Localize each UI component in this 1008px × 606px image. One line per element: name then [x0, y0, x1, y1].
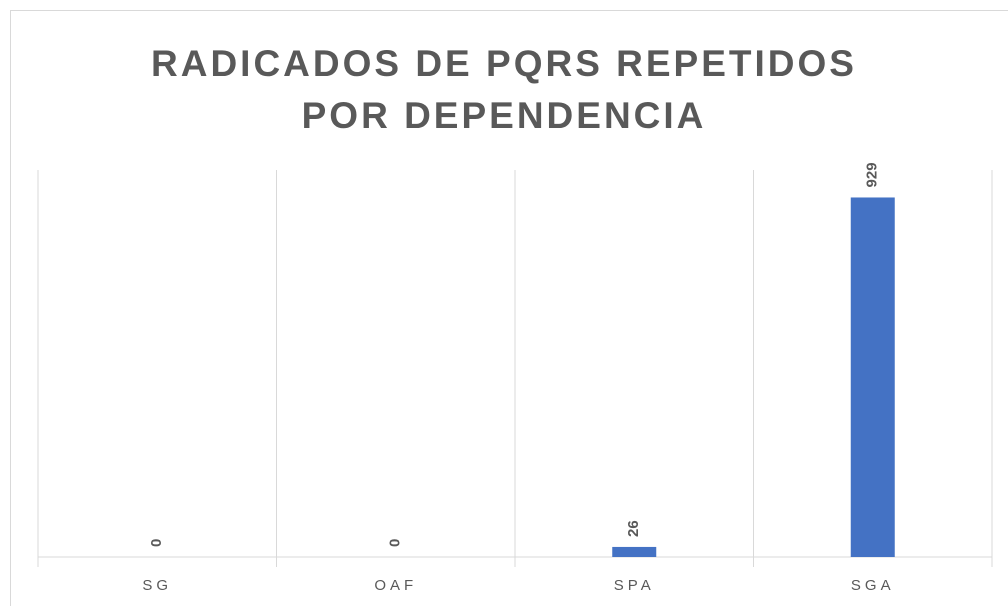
x-tick-label: SG	[142, 577, 172, 594]
bar	[612, 546, 657, 557]
data-label: 0	[387, 539, 404, 547]
data-label: 26	[625, 520, 642, 537]
chart-title: RADICADOS DE PQRS REPETIDOS POR DEPENDEN…	[151, 43, 857, 136]
data-label: 929	[864, 162, 881, 187]
data-label: 0	[148, 539, 165, 547]
x-tick-label: SPA	[614, 577, 655, 594]
chart-border	[10, 10, 1008, 606]
x-tick-label: SGA	[851, 577, 895, 594]
bar	[850, 197, 895, 558]
x-tick-label: OAF	[374, 577, 417, 594]
